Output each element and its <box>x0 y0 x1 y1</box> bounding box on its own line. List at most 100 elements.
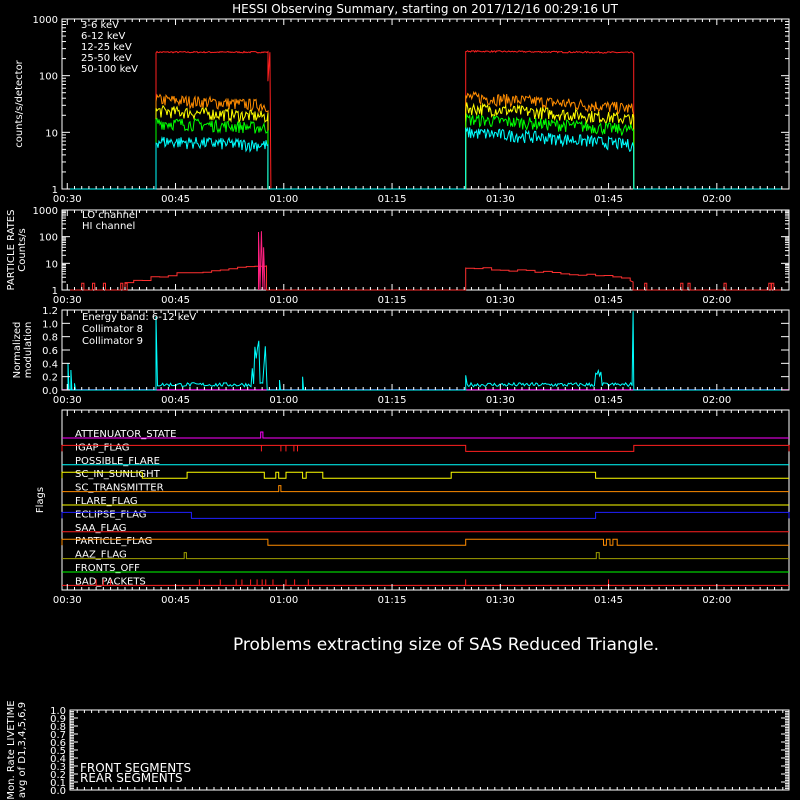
x-tick-label: 02:00 <box>702 395 731 406</box>
x-tick-label: 00:45 <box>161 395 190 406</box>
panel-count-rates: 00:30 00:45 01:00 01:15 01:30 01:45 02:00 1 10 10… <box>14 15 790 205</box>
panel4-ticks: 00:30 00:45 01:00 01:15 01:30 01:45 02:00 <box>53 410 783 606</box>
y-tick-label: 1 <box>52 185 58 196</box>
y-tick-label: 10 <box>45 128 58 139</box>
flag-line-sc-transmitter <box>62 485 789 493</box>
panel4-data: ATTENUATOR_STATE IGAP_FLAG POSSIBLE_FLARE S… <box>61 429 790 587</box>
series-line-12-25-keV <box>62 102 789 190</box>
legend-hi-channel: HI channel <box>82 221 135 232</box>
y-tick-label: 0.6 <box>50 738 66 749</box>
x-tick-label: 01:00 <box>269 194 298 205</box>
flag-line-aaz-flag <box>62 552 789 560</box>
flag-label-igap-flag: IGAP_FLAG <box>75 442 130 453</box>
flag-label-eclipse-flag: ECLIPSE_FLAG <box>75 509 146 520</box>
flag-line-particle-flag <box>61 538 789 546</box>
panel4-ylabel: Flags <box>35 487 46 513</box>
x-tick-label: 02:00 <box>702 194 731 205</box>
flag-line-eclipse-flag <box>61 511 790 519</box>
y-tick-label: 10 <box>45 259 58 270</box>
legend-collimator-8: Collimator 8 <box>82 324 143 335</box>
panel5-ticks: 0.00.10.20.30.40.50.60.70.80.91.0 <box>50 706 789 797</box>
panel1-ylabel: counts/s/detector <box>14 59 25 147</box>
energy-band-annotation: Energy band: 6-12 keV <box>82 312 196 323</box>
flag-label-saa-flag: SAA_FLAG <box>75 523 126 534</box>
y-tick-label: 0.6 <box>42 346 58 357</box>
legend-25-50-kev: 25-50 keV <box>81 53 132 64</box>
y-tick-label: 0.0 <box>50 786 66 797</box>
y-tick-label: 100 <box>39 72 58 83</box>
panel3-data <box>62 311 789 391</box>
x-tick-label: 01:30 <box>486 595 515 606</box>
y-tick-label: 0.8 <box>50 722 66 733</box>
legend-collimator-9: Collimator 9 <box>82 336 143 347</box>
x-tick-label: 01:00 <box>269 295 298 306</box>
x-tick-label: 01:45 <box>594 395 623 406</box>
y-tick-label: 1.2 <box>42 306 58 317</box>
x-tick-label: 01:45 <box>594 194 623 205</box>
flag-label-particle-flag: PARTICLE_FLAG <box>75 536 152 547</box>
y-tick-label: 1000 <box>33 15 58 26</box>
panel5-ylabel-line1: Mon. Rate LIVETIME <box>6 700 17 799</box>
collimator-8-line <box>62 311 789 391</box>
panel-flags: ATTENUATOR_STATE IGAP_FLAG POSSIBLE_FLARE S… <box>35 409 790 606</box>
legend-lo-channel: LO channel <box>82 210 138 221</box>
panel2-ylabel-line2: Counts/s <box>17 228 28 272</box>
x-tick-label: 01:30 <box>486 295 515 306</box>
flag-label-aaz-flag: AAZ_FLAG <box>75 550 127 561</box>
panel-modulation: 00:30 00:45 01:00 01:15 01:30 01:45 02:00 0.0 0.… <box>12 306 790 406</box>
panel2-ticks: 00:30 00:45 01:00 01:15 01:30 01:45 02:00 1 10 10… <box>33 206 789 306</box>
x-tick-label: 01:00 <box>269 395 298 406</box>
panel-particle-rates: 00:30 00:45 01:00 01:15 01:30 01:45 02:00 1 10 10… <box>6 206 790 306</box>
chart-title: HESSI Observing Summary, starting on 201… <box>232 2 618 16</box>
x-tick-label: 00:45 <box>161 194 190 205</box>
y-tick-label: 1.0 <box>50 706 66 717</box>
x-tick-label: 01:15 <box>378 395 407 406</box>
x-tick-label: 00:30 <box>53 295 82 306</box>
panel3-ticks: 00:30 00:45 01:00 01:15 01:30 01:45 02:00 0.0 0.… <box>42 306 789 406</box>
x-tick-label: 00:30 <box>53 595 82 606</box>
x-tick-label: 00:45 <box>161 595 190 606</box>
y-tick-label: 1.0 <box>42 319 58 330</box>
panel5-ylabel-line2: avg of D1,3,4,5,6,9 <box>17 702 28 798</box>
x-tick-label: 01:00 <box>269 595 298 606</box>
legend-rear-segments: REAR SEGMENTS <box>80 771 183 785</box>
hi-channel-line <box>258 231 266 291</box>
flag-line-sc-in-sunlight <box>61 471 789 479</box>
x-tick-label: 01:15 <box>378 295 407 306</box>
y-tick-label: 0.7 <box>50 730 66 741</box>
flag-label-possible-flare: POSSIBLE_FLARE <box>75 456 160 467</box>
y-tick-label: 0.9 <box>50 714 66 725</box>
panel-livetime: 0.00.10.20.30.40.50.60.70.80.91.0 Mon. R… <box>6 700 790 800</box>
panel1-data <box>62 49 789 190</box>
legend-front-segments: FRONT SEGMENTS <box>80 761 191 775</box>
panel2-data <box>62 231 789 291</box>
y-tick-label: 0.4 <box>50 754 66 765</box>
legend-6-12-kev: 6-12 keV <box>81 31 125 42</box>
series-line-3-6-keV <box>62 49 789 190</box>
series-line-6-12-keV <box>62 90 789 190</box>
legend-50-100-kev: 50-100 keV <box>81 64 138 75</box>
series-line-50-100-keV <box>62 126 789 190</box>
panel2-ylabel-line1: PARTICLE RATES <box>6 210 17 291</box>
y-tick-label: 0.4 <box>42 359 58 370</box>
x-tick-label: 01:45 <box>594 595 623 606</box>
series-line-25-50-keV <box>62 112 789 190</box>
x-tick-label: 02:00 <box>702 295 731 306</box>
flag-label-fronts-off: FRONTS_OFF <box>75 563 140 574</box>
flag-label-attenuator-state: ATTENUATOR_STATE <box>75 429 176 440</box>
flag-label-flare-flag: FLARE_FLAG <box>75 496 138 507</box>
panel1-frame <box>61 18 790 190</box>
flag-label-sc-transmitter: SC_TRANSMITTER <box>75 483 164 494</box>
flag-label-sc-in-sunlight: SC_IN_SUNLIGHT <box>75 469 161 480</box>
y-tick-label: 1 <box>52 286 58 297</box>
x-tick-label: 00:30 <box>53 395 82 406</box>
flag-line-attenuator-state <box>62 431 789 439</box>
y-tick-label: 0.2 <box>50 770 66 781</box>
x-tick-label: 02:00 <box>702 595 731 606</box>
lo-channel-line <box>62 265 789 291</box>
x-tick-label: 00:45 <box>161 295 190 306</box>
x-tick-label: 01:15 <box>378 595 407 606</box>
panel1-ticks: 00:30 00:45 01:00 01:15 01:30 01:45 02:00 1 10 10… <box>33 15 789 205</box>
legend-12-25-kev: 12-25 keV <box>81 42 132 53</box>
